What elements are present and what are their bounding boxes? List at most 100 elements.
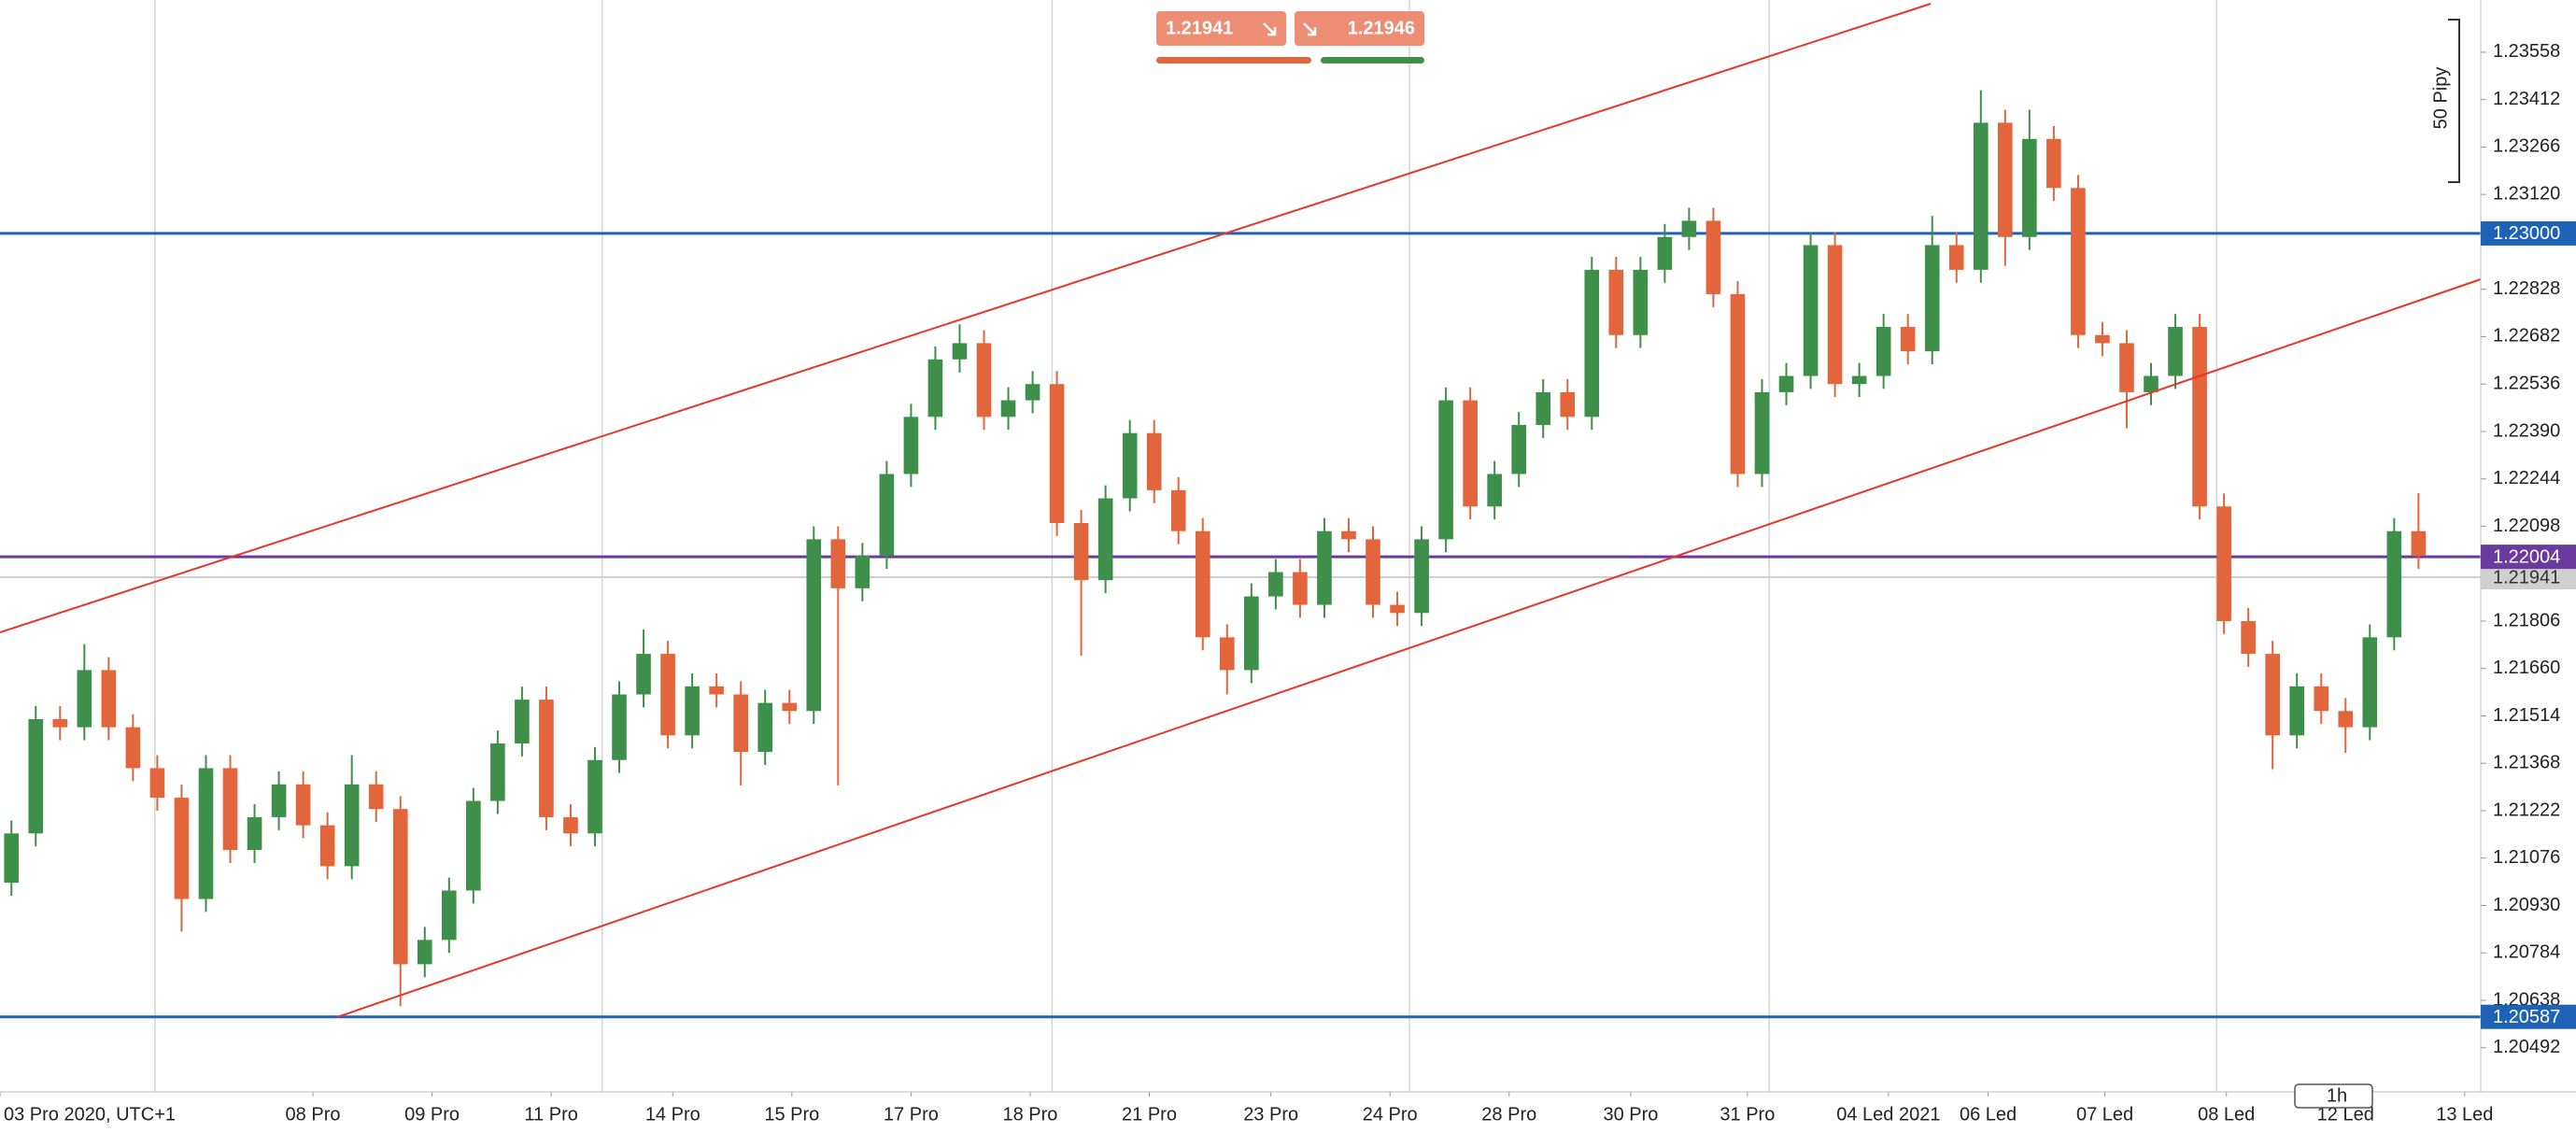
buy-button[interactable] (1295, 11, 1424, 46)
y-tick-label: 1.22828 (2493, 278, 2560, 299)
candle-body (2241, 620, 2256, 655)
candle-body (1778, 375, 1794, 392)
candle-body (125, 727, 141, 769)
candle-body (466, 800, 481, 891)
sell-arrow (1263, 22, 1277, 36)
levels (0, 232, 2481, 1019)
candle-body (2314, 686, 2329, 712)
candle-body (1146, 432, 1162, 490)
price-tag-label: 1.22004 (2493, 546, 2560, 567)
y-tick-label: 1.22536 (2493, 373, 2560, 393)
candle-body (198, 768, 214, 899)
candle-body (2168, 327, 2183, 376)
candle-body (222, 768, 238, 851)
candle-body (903, 417, 919, 474)
price-tag (2481, 545, 2576, 570)
x-tick-label: 03 Pro 2020, UTC+1 (4, 1104, 176, 1125)
candle-body (1803, 245, 1819, 376)
x-tick-label: 31 Pro (1720, 1104, 1775, 1125)
y-tick-label: 1.20492 (2493, 1037, 2560, 1057)
candle-body (1730, 293, 1746, 474)
price-tag-label: 1.21941 (2493, 567, 2560, 587)
candle-body (563, 816, 578, 834)
candle-body (1025, 384, 1040, 401)
candle-body (636, 654, 651, 695)
timeframe: 1h (2327, 1085, 2347, 1106)
candle-body (1438, 400, 1453, 540)
x-tick-label: 18 Pro (1002, 1104, 1057, 1125)
x-tick-label: 28 Pro (1481, 1104, 1536, 1125)
candle-body (1900, 327, 1916, 352)
timeframe-button[interactable] (2294, 1083, 2373, 1109)
candle-body (1584, 269, 1600, 417)
y-tick-label: 1.21076 (2493, 847, 2560, 868)
y-tick-label: 1.21514 (2493, 705, 2560, 726)
candle-body (709, 686, 724, 695)
x-tick-label: 08 Led (2198, 1104, 2255, 1125)
candle-body (757, 702, 773, 753)
candle-body (2362, 637, 2378, 728)
x-tick-label: 12 Led (2317, 1104, 2374, 1125)
x-tick-label: 04 Led 2021 (1836, 1104, 1940, 1125)
candle-body (344, 784, 360, 867)
x-tick-label: 08 Pro (286, 1104, 341, 1125)
y-tick-label: 1.23558 (2493, 41, 2560, 62)
candle-body (417, 940, 432, 965)
candle-body (1608, 269, 1624, 335)
candle-body (174, 798, 190, 899)
candle-body (612, 694, 627, 760)
candle-body (392, 809, 408, 965)
candle-body (806, 539, 822, 712)
candle-body (1414, 539, 1429, 614)
buy-bar (1321, 57, 1424, 64)
x-tick-label: 23 Pro (1243, 1104, 1298, 1125)
y-tick-label: 1.22244 (2493, 468, 2560, 488)
candle-body (539, 700, 554, 817)
candle-body (2192, 327, 2207, 507)
candle-body (660, 654, 675, 736)
candle-body (685, 686, 700, 736)
y-tick-label: 1.21660 (2493, 658, 2560, 678)
candle-body (1122, 432, 1138, 499)
candle-body (952, 343, 968, 360)
candle-body (2022, 138, 2037, 237)
y-tick-label: 1.20784 (2493, 942, 2560, 963)
candle-body (1536, 391, 1551, 426)
candle-body (490, 743, 505, 801)
x-tick-label: 13 Led (2436, 1104, 2493, 1125)
candle-body (2216, 506, 2231, 621)
buy-arrow (1303, 22, 1317, 36)
candle-body (1195, 531, 1210, 638)
candle-body (1000, 400, 1016, 417)
candle-body (149, 768, 165, 799)
candle-body (2265, 654, 2280, 736)
candle-body (1244, 596, 1259, 671)
candle-body (1827, 245, 1843, 385)
candle-body (2144, 375, 2158, 392)
quote-widget[interactable]: 1.21941 1.21946 (1156, 11, 1424, 64)
sell-button[interactable] (1156, 11, 1286, 46)
candle-body (1097, 498, 1113, 581)
x-tick-label: 14 Pro (645, 1104, 701, 1125)
candle-body (2119, 343, 2134, 392)
candle-body (976, 343, 992, 417)
candle-body (28, 718, 44, 834)
candle-body (855, 556, 870, 588)
y-tick-label: 1.23412 (2493, 89, 2560, 109)
candle-body (1073, 522, 1089, 581)
candle-body (1681, 220, 1697, 237)
candle-body (1973, 122, 1989, 270)
y-tick-label: 1.22390 (2493, 420, 2560, 441)
candle-body (515, 700, 530, 744)
candle-body (1706, 220, 1721, 294)
x-tick-label: 21 Pro (1122, 1104, 1177, 1125)
candle-body (879, 474, 895, 557)
candle-body (441, 890, 457, 941)
range-note: 50 Pipy (2430, 67, 2451, 130)
candle-body (1633, 269, 1649, 335)
y-tick-label: 1.23120 (2493, 183, 2560, 204)
candle-body (2289, 686, 2305, 736)
candle-body (2071, 188, 2086, 335)
price-tag (2481, 1004, 2576, 1029)
x-tick-label: 17 Pro (884, 1104, 939, 1125)
